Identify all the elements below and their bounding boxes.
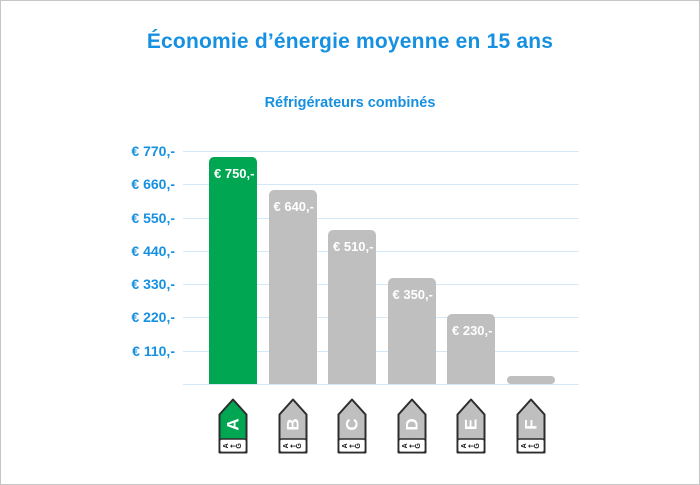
gridline (183, 217, 579, 219)
scale-letter-a: A (223, 443, 230, 448)
tag-scale-strip (278, 438, 307, 454)
scale-letter-g: G (534, 443, 541, 449)
scale-arrow-icon: ← (408, 441, 414, 450)
plot-area: € 770,- € 660,- € 550,- € 440,- € 330,- € 220… (131, 143, 579, 454)
scale-letter-a: A (402, 443, 409, 448)
x-axis-baseline (183, 384, 579, 385)
chart-subtitle: Réfrigérateurs combinés (264, 95, 436, 111)
energy-class-tag-c: C A ← G (337, 398, 367, 454)
y-axis-tick-label: € 330,- (131, 276, 175, 293)
bar-e: € 230,- (447, 314, 495, 384)
scale-arrow-icon: ← (230, 441, 236, 450)
bar-value-label: € 750,- (214, 166, 255, 182)
energy-class-tag-f: F A ← G (516, 398, 546, 454)
energy-arrow-icon: C A ← G (337, 398, 367, 454)
bar-a: € 750,- (209, 157, 257, 384)
energy-arrow-icon: AA ← G (218, 398, 248, 454)
scale-arrow-icon: ← (468, 441, 474, 450)
bar-d: € 350,- (387, 278, 436, 384)
energy-class-letter: B (283, 418, 302, 430)
scale-letter-g: G (415, 443, 422, 449)
bar-value-label: € 640,- (273, 199, 314, 215)
scale-letter-g: G (296, 443, 303, 449)
scale-arrow-icon: ← (527, 441, 533, 450)
scale-letter-a: A (521, 443, 528, 448)
tag-scale-strip (218, 438, 248, 454)
tag-scale-strip (337, 438, 367, 454)
energy-arrow-icon: D A ← G (397, 398, 426, 454)
bar-b: € 640,- (268, 190, 317, 384)
scale-letter-g: G (236, 443, 243, 449)
gridline (183, 350, 579, 352)
energy-class-letter: D (402, 418, 421, 430)
energy-arrow-icon: E A ← G (456, 398, 486, 454)
scale-letter-a: A (461, 443, 468, 448)
energy-class-tag-b: B A ← G (278, 398, 308, 454)
bar-c: € 510,- (328, 229, 376, 384)
y-axis-tick-label: € 440,- (131, 242, 175, 259)
tag-scale-strip (397, 438, 426, 454)
tag-scale-strip (456, 438, 486, 454)
bar-value-label: € 350,- (392, 287, 433, 303)
bar-value-label: € 510,- (333, 238, 374, 254)
scale-arrow-icon: ← (289, 441, 295, 450)
y-axis-tick-label: € 110,- (132, 342, 175, 359)
scale-arrow-icon: ← (349, 441, 355, 450)
scale-letter-g: G (474, 443, 481, 449)
energy-class-tag-e: E A ← G (456, 398, 486, 454)
scale-letter-a: A (342, 443, 349, 448)
energy-arrow-icon: B A ← G (278, 398, 307, 454)
bar-f (506, 376, 555, 384)
y-axis-tick-label: € 550,- (131, 209, 175, 226)
y-axis-tick-label: € 220,- (131, 309, 175, 326)
scale-letter-g: G (355, 443, 362, 449)
energy-class-tag-d: D A ← G (397, 398, 427, 454)
energy-arrow-icon: F A ← G (516, 398, 545, 454)
energy-class-letter: A (224, 418, 243, 430)
y-axis-tick-label: € 770,- (131, 143, 175, 159)
energy-class-letter: C (343, 418, 362, 430)
gridline (183, 250, 579, 252)
gridline (183, 284, 579, 286)
tag-scale-strip (516, 438, 545, 454)
energy-class-letter: F (521, 419, 540, 429)
y-axis-tick-label: € 660,- (131, 176, 175, 193)
page-title: Économie d’énergie moyenne en 15 ans (146, 30, 554, 53)
energy-class-tag-a: A A ← G (218, 398, 248, 454)
scale-letter-a: A (283, 443, 290, 448)
gridline (183, 184, 579, 186)
gridline (183, 151, 579, 152)
energy-class-letter: E (462, 419, 481, 430)
gridline (183, 317, 579, 319)
bar-value-label: € 230,- (452, 323, 493, 339)
